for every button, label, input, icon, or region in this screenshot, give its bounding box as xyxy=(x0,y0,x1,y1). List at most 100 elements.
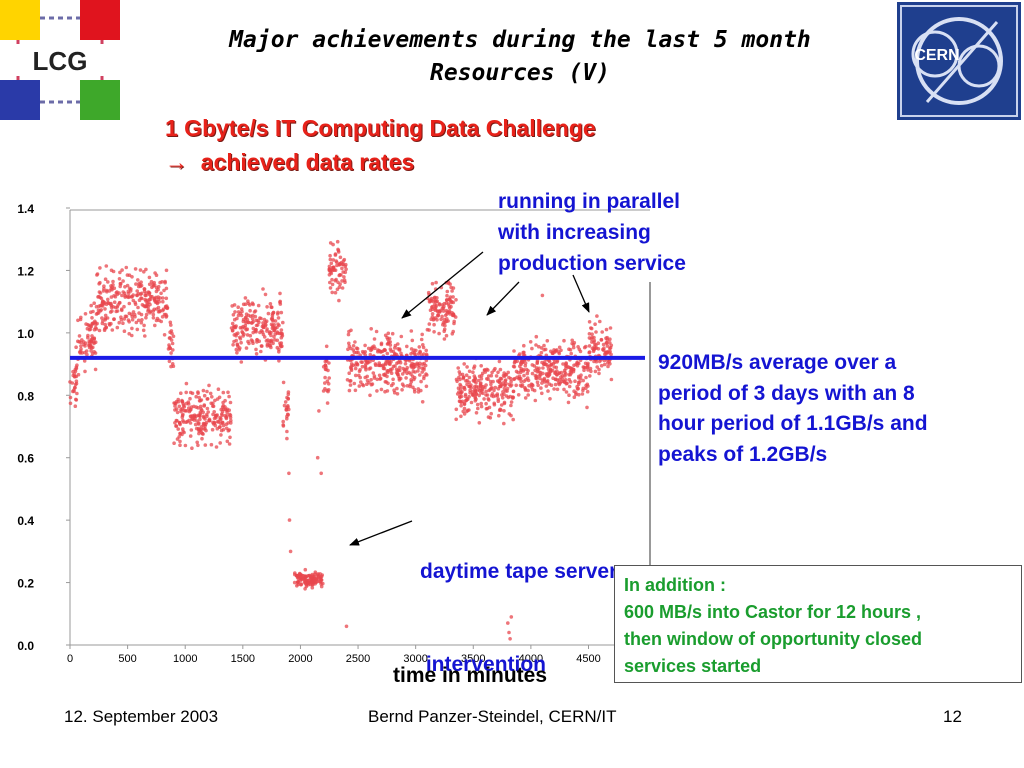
data-point xyxy=(190,446,194,451)
y-tick-label: 0.0 xyxy=(17,639,34,653)
title-line-2: Resources (V) xyxy=(429,60,610,86)
data-point xyxy=(430,281,435,286)
data-point xyxy=(68,401,73,406)
data-point xyxy=(124,265,129,270)
data-point xyxy=(522,379,526,384)
data-point xyxy=(148,310,152,315)
data-point xyxy=(132,312,137,317)
data-point xyxy=(509,403,513,408)
data-point xyxy=(210,395,214,399)
data-point xyxy=(281,419,286,424)
cern-logo-text: CERN xyxy=(914,47,959,64)
data-point xyxy=(236,313,241,318)
data-point xyxy=(267,330,272,334)
data-point xyxy=(403,362,408,366)
data-point xyxy=(511,417,515,422)
annotation-arrow xyxy=(349,520,413,546)
data-point xyxy=(281,380,286,385)
data-point xyxy=(488,379,493,384)
data-point xyxy=(427,328,431,332)
data-point xyxy=(597,371,601,376)
data-point xyxy=(422,352,426,356)
data-point xyxy=(498,407,503,412)
data-point xyxy=(546,364,550,369)
data-point xyxy=(433,302,437,307)
data-point xyxy=(514,383,518,388)
data-point xyxy=(130,314,134,319)
data-point xyxy=(260,324,265,329)
data-point xyxy=(497,413,501,418)
data-point xyxy=(175,437,180,441)
data-point xyxy=(135,289,139,293)
data-point xyxy=(521,367,526,372)
average-line-1: 920MB/s average over a xyxy=(658,351,897,374)
data-point xyxy=(268,302,273,306)
data-point xyxy=(142,323,146,328)
data-point xyxy=(154,286,159,290)
data-point xyxy=(378,376,383,381)
data-point xyxy=(571,345,576,350)
data-point xyxy=(184,420,188,425)
data-point xyxy=(551,376,555,381)
data-point xyxy=(229,326,234,330)
data-point xyxy=(347,371,352,376)
data-point xyxy=(218,415,222,420)
data-point xyxy=(360,364,365,369)
data-point xyxy=(422,374,426,379)
data-point xyxy=(424,352,429,357)
data-point xyxy=(205,397,210,401)
data-point xyxy=(157,318,161,323)
data-point xyxy=(248,308,252,313)
data-point xyxy=(534,374,539,379)
data-point xyxy=(509,615,514,619)
data-point xyxy=(142,304,146,308)
data-point xyxy=(512,376,517,381)
data-point xyxy=(520,384,524,389)
data-point xyxy=(455,392,460,396)
data-point xyxy=(236,310,241,314)
data-point xyxy=(90,352,95,356)
data-point xyxy=(563,378,568,382)
data-point xyxy=(82,342,86,347)
data-point xyxy=(562,368,567,373)
data-point xyxy=(325,401,330,405)
data-point xyxy=(194,426,199,431)
data-point xyxy=(169,338,174,342)
data-point xyxy=(381,366,386,371)
data-point xyxy=(259,349,263,354)
data-point xyxy=(117,277,122,281)
data-point xyxy=(323,375,327,380)
data-point xyxy=(158,296,162,300)
data-point xyxy=(136,278,140,282)
data-point xyxy=(271,311,276,315)
data-point xyxy=(178,443,182,448)
data-point xyxy=(386,331,391,336)
data-point xyxy=(124,314,129,319)
y-tick-label: 1.4 xyxy=(17,202,34,216)
data-point xyxy=(337,263,342,267)
data-point xyxy=(161,296,165,300)
data-point xyxy=(454,377,459,382)
data-point xyxy=(110,285,114,290)
data-point xyxy=(465,365,469,369)
data-point xyxy=(83,312,88,316)
data-point xyxy=(259,329,264,333)
data-point xyxy=(72,389,76,394)
data-point xyxy=(605,344,610,348)
data-point xyxy=(379,387,384,392)
data-point xyxy=(220,413,224,418)
data-point xyxy=(492,388,496,393)
data-point xyxy=(365,378,370,383)
data-point xyxy=(377,373,382,378)
data-point xyxy=(464,398,468,403)
data-point xyxy=(273,332,278,336)
data-point xyxy=(160,280,164,284)
data-point xyxy=(119,317,124,322)
data-point xyxy=(328,253,332,258)
data-point xyxy=(328,268,333,273)
data-point xyxy=(361,383,366,388)
data-point xyxy=(221,423,226,428)
data-point xyxy=(205,412,209,417)
data-point xyxy=(414,348,418,353)
data-point xyxy=(479,401,484,406)
